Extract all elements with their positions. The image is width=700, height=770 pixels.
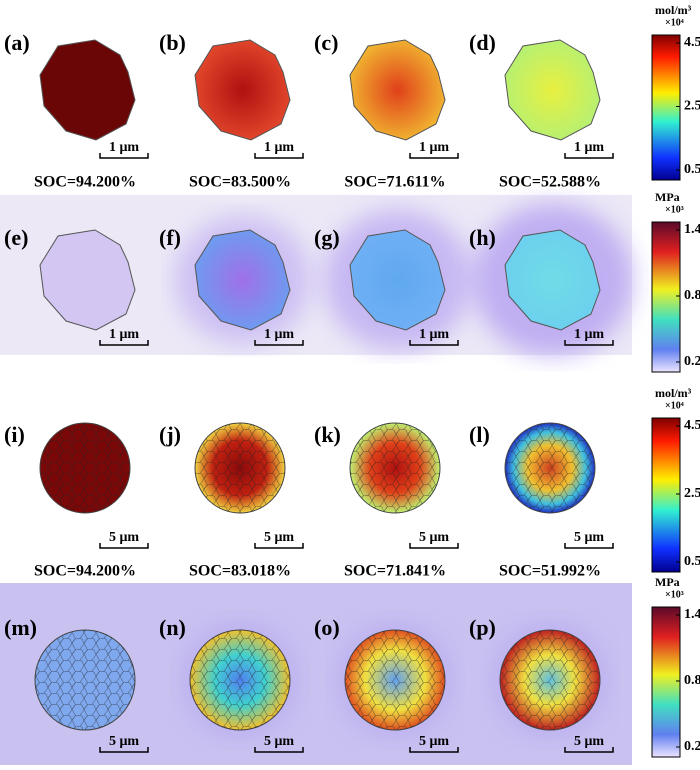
grain-cells	[35, 630, 135, 730]
scale-bar-label: 5 μm	[264, 530, 294, 545]
scale-bar-label: 1 μm	[419, 327, 449, 342]
panel-label: (c)	[314, 30, 338, 55]
soc-caption: SOC=94.200%	[34, 174, 136, 191]
scale-bar-label: 1 μm	[264, 327, 294, 342]
scale-bar	[409, 747, 459, 753]
soc-caption: SOC=52.588%	[499, 174, 601, 191]
panel-label: (e)	[4, 225, 28, 250]
scale-bar	[564, 747, 614, 753]
colorbar-unit: mol/m³	[655, 3, 692, 17]
scale-bar-label: 5 μm	[264, 734, 294, 749]
particle	[504, 39, 601, 141]
grain-cells	[40, 423, 130, 513]
panel-label: (n)	[159, 615, 186, 640]
grain-cells	[345, 630, 445, 730]
panel-label: (h)	[469, 225, 496, 250]
panel-label: (k)	[314, 422, 341, 447]
colorbar-tick-label: 2.5	[684, 99, 700, 114]
colorbar	[651, 606, 681, 758]
panel-label: (b)	[159, 30, 186, 55]
colorbar-tick-label: 0.5	[684, 162, 700, 177]
panel-label: (d)	[469, 30, 496, 55]
scale-bar	[254, 747, 304, 753]
colorbar-tick-label: 4.5	[684, 418, 700, 433]
soc-caption: SOC=83.018%	[189, 563, 291, 580]
scale-bar	[254, 543, 304, 549]
panel-label: (o)	[314, 615, 340, 640]
colorbar-unit: MPa	[655, 190, 680, 204]
scale-bar-label: 1 μm	[109, 140, 139, 155]
scale-bar	[409, 543, 459, 549]
scale-bar	[564, 340, 614, 346]
colorbar-tick-label: 0.8	[684, 673, 700, 688]
colorbar-tick-label: 0.5	[684, 554, 700, 569]
grain-cells	[350, 423, 440, 513]
colorbar-multiplier: ×10⁴	[665, 17, 684, 28]
grain-cells	[500, 630, 600, 730]
grain-cells	[505, 423, 595, 513]
scale-bar-label: 1 μm	[264, 140, 294, 155]
particle	[39, 39, 136, 141]
colorbar-tick-label: 0.2	[684, 739, 700, 754]
scale-bar-label: 1 μm	[419, 140, 449, 155]
scale-bar	[99, 543, 149, 549]
colorbar-tick-label: 2.5	[684, 486, 700, 501]
scale-bar	[564, 543, 614, 549]
colorbar-multiplier: ×10⁴	[665, 400, 684, 411]
scale-bar-label: 1 μm	[574, 140, 604, 155]
scale-bar	[254, 340, 304, 346]
soc-caption: SOC=51.992%	[499, 563, 601, 580]
soc-caption: SOC=71.611%	[344, 174, 445, 191]
scale-bar	[409, 340, 459, 346]
colorbar-tick-label: 0.2	[684, 354, 700, 369]
scale-bar	[564, 153, 614, 159]
panel-label: (g)	[314, 225, 340, 250]
scale-bar	[99, 340, 149, 346]
soc-caption: SOC=71.841%	[344, 563, 446, 580]
panel-label: (j)	[159, 422, 181, 447]
colorbar	[651, 417, 681, 573]
scale-bar	[99, 747, 149, 753]
scale-bar-label: 1 μm	[574, 327, 604, 342]
panel-label: (l)	[469, 422, 490, 447]
panel-label: (p)	[469, 615, 496, 640]
scale-bar-label: 5 μm	[109, 734, 139, 749]
grain-cells	[195, 423, 285, 513]
particle	[349, 39, 446, 141]
scale-bar-label: 1 μm	[109, 327, 139, 342]
colorbar-tick-label: 4.5	[684, 35, 700, 50]
grain-cells	[190, 630, 290, 730]
colorbar-tick-label: 0.8	[684, 288, 700, 303]
colorbar-unit: MPa	[655, 575, 680, 589]
scale-bar-label: 5 μm	[419, 734, 449, 749]
scale-bar	[99, 153, 149, 159]
scale-bar-label: 5 μm	[109, 530, 139, 545]
particle	[194, 39, 291, 141]
panel-label: (i)	[4, 422, 25, 447]
colorbar-tick-label: 1.4	[684, 222, 700, 237]
colorbar-multiplier: ×10³	[665, 589, 684, 600]
colorbar-unit: mol/m³	[655, 386, 692, 400]
colorbar	[651, 34, 681, 181]
scale-bar	[409, 153, 459, 159]
scale-bar	[254, 153, 304, 159]
soc-caption: SOC=83.500%	[189, 174, 291, 191]
panel-label: (a)	[4, 30, 30, 55]
colorbar	[651, 221, 681, 373]
panel-label: (m)	[4, 615, 37, 640]
scale-bar-label: 5 μm	[574, 734, 604, 749]
scale-bar-label: 5 μm	[574, 530, 604, 545]
colorbar-tick-label: 1.4	[684, 607, 700, 622]
soc-caption: SOC=94.200%	[34, 563, 136, 580]
scale-bar-label: 5 μm	[419, 530, 449, 545]
panel-label: (f)	[159, 225, 181, 250]
colorbar-multiplier: ×10³	[665, 204, 684, 215]
